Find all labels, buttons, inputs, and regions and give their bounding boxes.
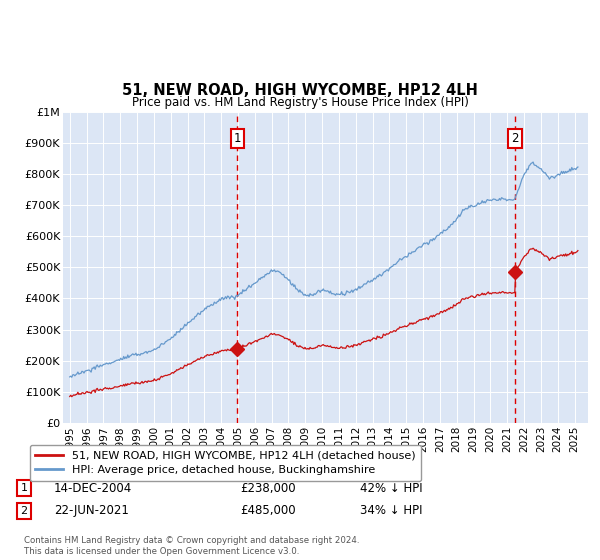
Text: 42% ↓ HPI: 42% ↓ HPI (360, 482, 422, 495)
Text: £485,000: £485,000 (240, 504, 296, 517)
Text: £238,000: £238,000 (240, 482, 296, 495)
Text: 22-JUN-2021: 22-JUN-2021 (54, 504, 129, 517)
Text: Contains HM Land Registry data © Crown copyright and database right 2024.
This d: Contains HM Land Registry data © Crown c… (24, 536, 359, 556)
Text: 14-DEC-2004: 14-DEC-2004 (54, 482, 132, 495)
Text: 51, NEW ROAD, HIGH WYCOMBE, HP12 4LH: 51, NEW ROAD, HIGH WYCOMBE, HP12 4LH (122, 83, 478, 98)
Text: 1: 1 (233, 132, 241, 145)
Text: Price paid vs. HM Land Registry's House Price Index (HPI): Price paid vs. HM Land Registry's House … (131, 96, 469, 109)
Text: 1: 1 (20, 483, 28, 493)
Text: 2: 2 (20, 506, 28, 516)
Legend: 51, NEW ROAD, HIGH WYCOMBE, HP12 4LH (detached house), HPI: Average price, detac: 51, NEW ROAD, HIGH WYCOMBE, HP12 4LH (de… (29, 445, 421, 481)
Text: 34% ↓ HPI: 34% ↓ HPI (360, 504, 422, 517)
Text: 2: 2 (511, 132, 519, 145)
